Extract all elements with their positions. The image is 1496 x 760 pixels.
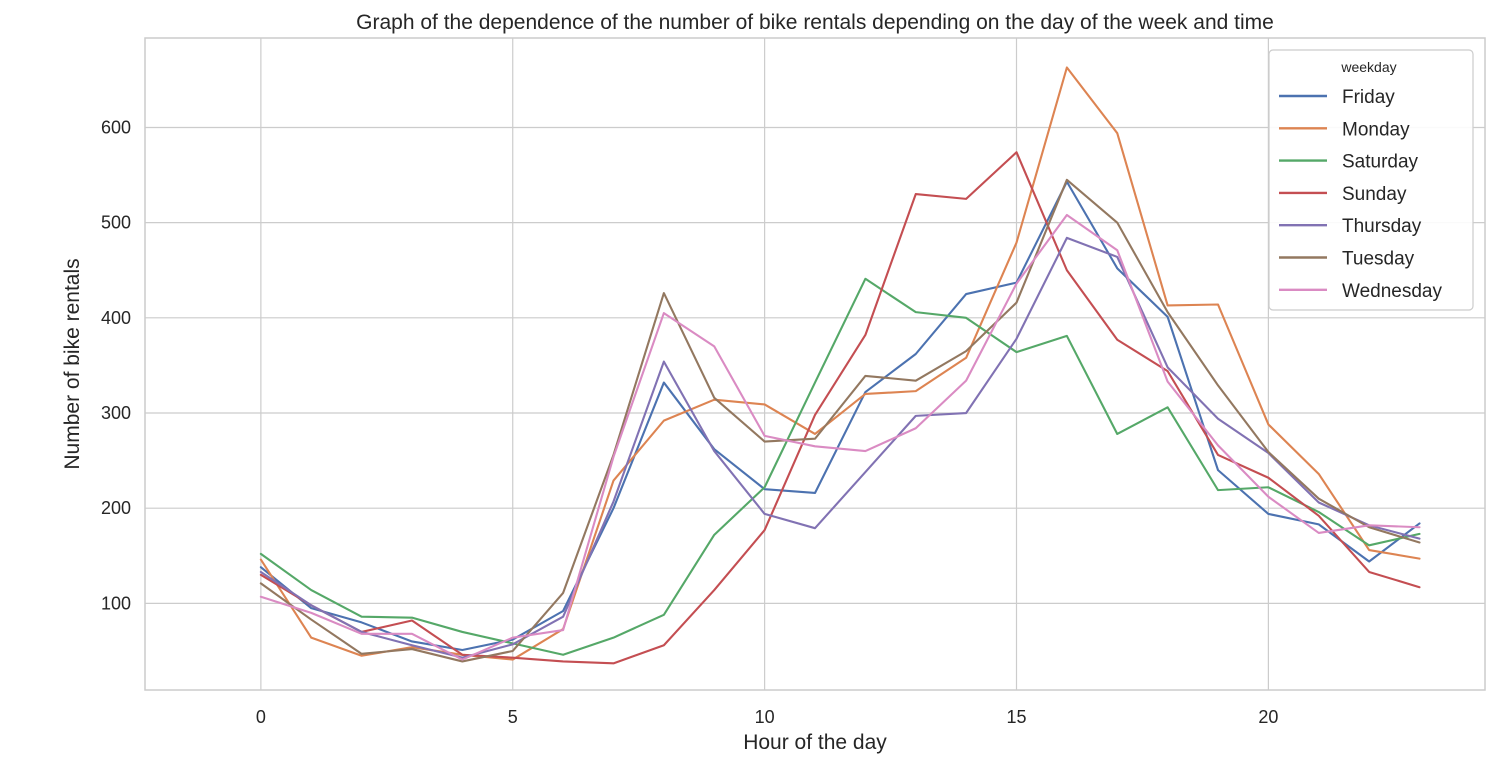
series-line-wednesday: [259, 213, 1421, 661]
legend-label-tuesday: Tuesday: [1342, 249, 1415, 270]
chart-title: Graph of the dependence of the number of…: [356, 11, 1274, 34]
x-tick-label: 0: [256, 707, 266, 727]
y-tick-labels: 100 200 300 400 500 600: [101, 117, 131, 613]
legend-label-wednesday: Wednesday: [1342, 281, 1442, 302]
y-tick-label: 500: [101, 213, 131, 233]
y-tick-label: 200: [101, 498, 131, 518]
legend: weekday Friday Monday Saturday Sunday Thursd…: [1268, 49, 1474, 311]
x-tick-label: 10: [755, 707, 775, 727]
x-tick-label: 20: [1258, 707, 1278, 727]
legend-items: Friday Monday Saturday Sunday Thursday Tuesda…: [1279, 87, 1442, 302]
y-tick-label: 400: [101, 308, 131, 328]
y-tick-label: 100: [101, 593, 131, 613]
x-tick-labels: 0 5 10 15 20: [256, 707, 1279, 727]
legend-label-monday: Monday: [1342, 119, 1410, 140]
legend-label-saturday: Saturday: [1342, 152, 1419, 173]
y-tick-label: 300: [101, 403, 131, 423]
series-line-sunday: [259, 151, 1421, 665]
legend-label-sunday: Sunday: [1342, 184, 1407, 205]
x-tick-label: 15: [1006, 707, 1026, 727]
legend-title: weekday: [1340, 59, 1396, 75]
series-line-saturday: [259, 277, 1421, 656]
legend-frame: [1268, 49, 1474, 311]
series-lines: [259, 66, 1421, 665]
series-line-monday: [259, 66, 1421, 661]
legend-label-thursday: Thursday: [1342, 216, 1422, 237]
x-axis-label: Hour of the day: [743, 731, 887, 754]
y-axis-label: Number of bike rentals: [61, 258, 84, 469]
series-line-tuesday: [259, 178, 1421, 663]
legend-label-friday: Friday: [1342, 87, 1395, 108]
y-tick-label: 600: [101, 117, 131, 137]
x-tick-label: 5: [508, 707, 518, 727]
plot-area: [144, 37, 1486, 691]
